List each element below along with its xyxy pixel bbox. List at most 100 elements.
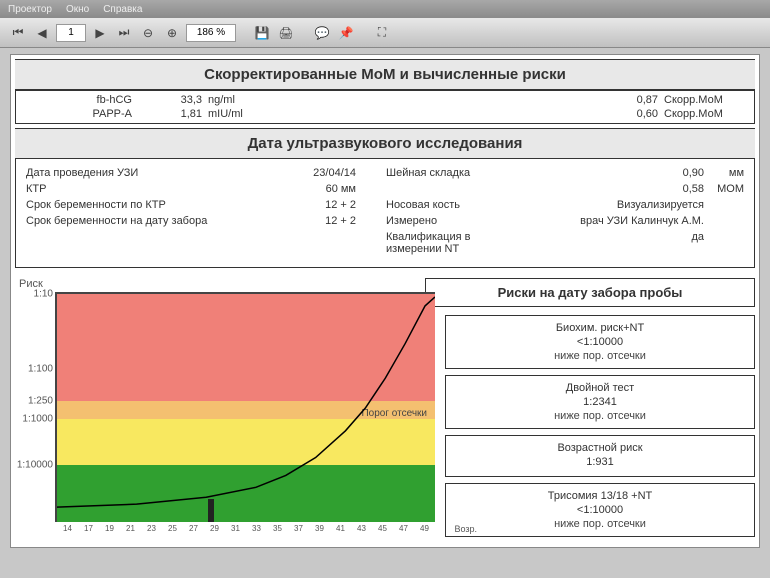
risk-card-value: 1:931 [450,454,750,470]
x-tick: 25 [162,524,183,533]
x-tick: 21 [120,524,141,533]
risk-card-value: <1:10000 [450,334,750,350]
risk-card-comment: ниже пор. отсечки [450,350,750,362]
menu-item[interactable]: Справка [103,4,142,15]
menubar: Проектор Окно Справка [0,0,770,18]
risk-card-title: Возрастной риск [450,442,750,454]
mom-value: 1,81 [152,108,202,120]
zoom-in-icon[interactable]: ⊕ [162,23,182,43]
x-tick: 43 [351,524,372,533]
usi-label [26,231,256,255]
x-tick: 17 [78,524,99,533]
chart-marker-bar [208,499,214,522]
y-tick: 1:250 [28,396,53,407]
x-tick: 23 [141,524,162,533]
risk-card-title: Трисомия 13/18 +NT [450,490,750,502]
x-tick: 35 [267,524,288,533]
note-icon[interactable]: 💬 [312,23,332,43]
risk-card: Двойной тест1:2341ниже пор. отсечки [445,375,755,429]
risk-card: Возрастной риск1:931 [445,435,755,477]
risk-card: Трисомия 13/18 +NT<1:10000ниже пор. отсе… [445,483,755,537]
y-tick: 1:10 [34,289,53,300]
usi-label: Носовая кость [356,199,526,211]
usi-label: Измерено [356,215,526,227]
risk-card-value: 1:2341 [450,394,750,410]
x-tick: 45 [372,524,393,533]
usi-value [256,231,356,255]
usi-value: 60 мм [256,183,356,195]
x-axis-label: Возр. [454,524,477,534]
first-page-icon[interactable]: ⏮ [8,23,28,43]
x-tick: 31 [225,524,246,533]
x-tick: 19 [99,524,120,533]
cutoff-label: Порог отсечки [361,408,427,419]
chart-title: Риск [19,278,405,290]
usi-unit [704,199,744,211]
usi-value: 23/04/14 [256,167,356,179]
usi-label: Дата проведения УЗИ [26,167,256,179]
mom-corr-label: Скорр.МоМ [658,108,748,120]
save-icon[interactable]: 💾 [252,23,272,43]
usi-label: Срок беременности по КТР [26,199,256,211]
last-page-icon[interactable]: ⏭ [114,23,134,43]
usi-label [356,183,526,195]
zoom-out-icon[interactable]: ⊖ [138,23,158,43]
usi-label: КТР [26,183,256,195]
usi-unit [704,231,744,255]
x-tick: 29 [204,524,225,533]
risk-card-title: Двойной тест [450,382,750,394]
usi-label: Шейная складка [356,167,526,179]
chart-band-yellow [57,419,435,465]
mom-unit: mIU/ml [202,108,262,120]
usi-unit: мм [704,167,744,179]
usi-label: Квалификация в измерении NT [356,231,526,255]
usi-value: да [526,231,704,255]
usi-value: врач УЗИ Калинчук А.М. [526,215,704,227]
risk-card-title: Биохим. риск+NT [450,322,750,334]
x-tick: 49 [414,524,435,533]
fullscreen-icon[interactable]: ⛶ [372,23,392,43]
risk-panel-header: Риски на дату забора пробы [425,278,755,307]
prev-page-icon[interactable]: ◀ [32,23,52,43]
usi-value: 0,90 [526,167,704,179]
next-page-icon[interactable]: ▶ [90,23,110,43]
risk-card-value: <1:10000 [450,502,750,518]
risk-card: Биохим. риск+NT<1:10000ниже пор. отсечки [445,315,755,369]
risk-card-comment: ниже пор. отсечки [450,410,750,422]
mom-name: PAPP-A [22,108,152,120]
mom-corr-label: Скорр.МоМ [658,94,748,106]
mom-value: 33,3 [152,94,202,106]
chart-band-red [57,294,435,401]
y-tick: 1:100 [28,364,53,375]
mom-row: PAPP-A 1,81 mIU/ml 0,60 Скорр.МоМ [22,107,748,121]
usi-section-header: Дата ультразвукового исследования [15,128,755,159]
x-tick: 41 [330,524,351,533]
mom-row: fb-hCG 33,3 ng/ml 0,87 Скорр.МоМ [22,93,748,107]
y-tick: 1:1000 [22,414,53,425]
menu-item[interactable]: Окно [66,4,89,15]
usi-unit: МОМ [704,183,744,195]
zoom-input[interactable] [186,24,236,42]
usi-value: 12 + 2 [256,199,356,211]
mom-corr: 0,87 [608,94,658,106]
usi-label: Срок беременности на дату забора [26,215,256,227]
chart-y-axis: 1:10 1:100 1:250 1:1000 1:10000 [15,294,55,522]
pin-icon[interactable]: 📌 [336,23,356,43]
x-tick: 33 [246,524,267,533]
risk-panel: Риски на дату забора пробы Биохим. риск+… [425,278,755,543]
mom-section-header: Скорректированные МоМ и вычисленные риск… [15,59,755,90]
x-tick: 39 [309,524,330,533]
mom-corr: 0,60 [608,108,658,120]
chart-band-green [57,465,435,522]
x-tick: 47 [393,524,414,533]
usi-value: Визуализируется [526,199,704,211]
print-icon[interactable]: 🖨 [276,23,296,43]
x-tick: 14 [57,524,78,533]
page-input[interactable] [56,24,86,42]
menu-item[interactable]: Проектор [8,4,52,15]
y-tick: 1:10000 [17,460,53,471]
x-tick: 27 [183,524,204,533]
risk-card-comment: ниже пор. отсечки [450,518,750,530]
risk-chart: 1:10 1:100 1:250 1:1000 1:10000 Порог от… [55,292,435,522]
usi-unit [704,215,744,227]
